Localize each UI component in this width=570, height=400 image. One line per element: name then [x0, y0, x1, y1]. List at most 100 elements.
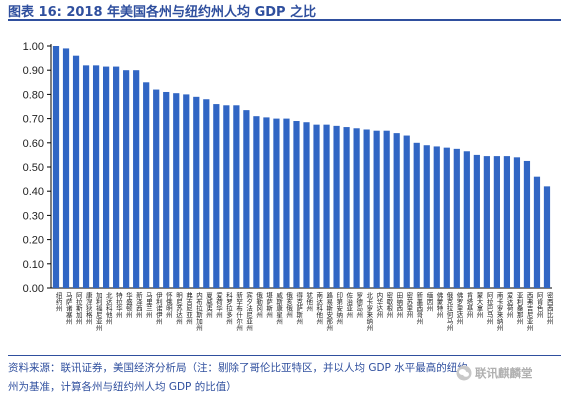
- chart-bars: [52, 46, 551, 289]
- bar: [273, 118, 280, 288]
- x-category-label: 明尼苏达州: [174, 292, 182, 325]
- bar: [343, 127, 350, 288]
- y-tick-label: 0.80: [23, 89, 44, 101]
- x-category-label: 纽约州: [54, 291, 62, 312]
- x-category-label: 亚利桑那州: [515, 292, 523, 325]
- bar: [333, 125, 340, 288]
- y-tick-label: 0.70: [23, 114, 44, 126]
- bar: [473, 154, 480, 288]
- chart-axes: 0.00 0.10 0.20 0.30 0.40 0.50 0.60 0.70 0.80 0.90…: [23, 41, 552, 295]
- bar: [153, 89, 160, 288]
- x-category-label: 威斯康星州: [275, 291, 283, 325]
- bar: [513, 157, 521, 288]
- x-category-label: 伊利诺伊州: [154, 291, 162, 325]
- bar: [543, 186, 551, 288]
- bar: [133, 70, 140, 288]
- x-category-label: 内布拉斯加州: [194, 291, 202, 332]
- x-category-label: 南达科他州: [315, 291, 323, 325]
- x-category-label: 肯塔基州: [465, 291, 473, 319]
- x-category-label: 爱荷华州: [215, 292, 223, 319]
- bar: [393, 133, 400, 288]
- y-tick-label: 1.00: [23, 41, 44, 53]
- y-tick-label: 0.20: [23, 235, 44, 247]
- wechat-icon: [456, 365, 472, 381]
- bar: [223, 105, 230, 288]
- bar: [253, 116, 260, 289]
- title-rule: [8, 19, 561, 21]
- y-tick-label: 0.10: [23, 259, 44, 271]
- source-rule: [8, 355, 561, 356]
- x-category-label: 罗德岛州: [355, 292, 363, 319]
- x-category-label: 康涅狄格州: [84, 291, 92, 325]
- x-category-label: 科罗拉多州: [225, 291, 233, 325]
- x-category-label: 蒙大拿州: [475, 291, 483, 319]
- x-category-label: 犹他州: [305, 291, 313, 312]
- watermark-text: 联讯麒麟堂: [475, 366, 533, 380]
- x-category-label: 俄勒冈州: [255, 291, 263, 319]
- bar: [193, 96, 200, 288]
- bar: [62, 48, 70, 288]
- y-tick-label: 0.30: [23, 210, 44, 222]
- bar: [303, 122, 310, 288]
- x-category-label: 西弗吉尼亚州: [525, 292, 533, 332]
- bar: [433, 146, 440, 288]
- bar: [323, 124, 330, 289]
- bar: [72, 55, 80, 289]
- x-category-label: 缅因州: [425, 291, 433, 312]
- chart-category-labels: 纽约州 马萨诸塞州 阿拉斯加州 康涅狄格州 加利福尼亚州 北达科他州 特拉华州 华盛顿州 新泽西…: [54, 291, 553, 332]
- x-category-label: 夏威夷州: [205, 292, 213, 319]
- bar: [373, 130, 380, 288]
- x-category-label: 南卡罗来纳州: [495, 291, 503, 332]
- x-category-label: 阿肯色州: [535, 291, 543, 319]
- bar: [493, 156, 500, 288]
- bar: [483, 156, 490, 288]
- x-category-label: 内华达州: [375, 291, 383, 319]
- bar: [363, 129, 370, 288]
- x-category-label: 佛蒙特州: [435, 291, 443, 319]
- bar: [183, 94, 190, 289]
- bar-chart: 0.00 0.10 0.20 0.30 0.40 0.50 0.60 0.70 0.80 0.90…: [23, 41, 554, 332]
- x-category-label: 爱达荷州: [505, 292, 513, 319]
- bar: [263, 117, 270, 288]
- bar: [443, 147, 450, 288]
- bar: [52, 46, 60, 288]
- bar: [463, 151, 470, 288]
- bar: [413, 142, 420, 288]
- bar: [173, 93, 180, 288]
- x-category-label: 加利福尼亚州: [94, 291, 102, 332]
- x-category-label: 新墨西哥州: [415, 291, 423, 325]
- bar: [92, 65, 100, 288]
- x-category-label: 弗吉尼亚州: [184, 291, 192, 325]
- bar: [113, 66, 120, 288]
- bar: [103, 66, 110, 288]
- x-category-label: 北达科他州: [104, 292, 112, 325]
- bar: [163, 91, 170, 288]
- x-category-label: 宾夕法尼亚州: [245, 291, 253, 332]
- x-category-label: 密西西比州: [545, 291, 553, 325]
- bar: [353, 128, 360, 288]
- x-category-label: 佐治亚州: [345, 291, 353, 319]
- x-category-label: 新罕布什尔州: [235, 291, 243, 332]
- bar: [123, 70, 130, 288]
- x-category-label: 佛罗里达州: [455, 291, 463, 325]
- bar: [283, 118, 290, 288]
- y-tick-label: 0.90: [23, 65, 44, 77]
- bar: [503, 156, 511, 288]
- x-category-label: 田纳西州: [395, 292, 403, 319]
- bar: [233, 105, 240, 288]
- bar: [82, 65, 90, 288]
- chart-title: 图表 16: 2018 年美国各州与纽约州人均 GDP 之比: [8, 5, 317, 20]
- y-tick-label: 0.50: [23, 162, 44, 174]
- x-category-label: 堪萨斯州: [265, 291, 273, 319]
- bar: [533, 176, 541, 288]
- bar: [243, 110, 250, 288]
- x-category-label: 阿拉斯加州: [74, 291, 82, 325]
- bar: [213, 104, 220, 288]
- x-category-label: 特拉华州: [114, 291, 122, 319]
- bar: [453, 148, 460, 288]
- x-category-label: 北卡罗来纳州: [365, 292, 373, 332]
- x-category-label: 华盛顿州: [124, 291, 132, 319]
- x-category-label: 俄亥俄州: [285, 291, 293, 319]
- x-category-label: 阿拉巴马州: [485, 291, 493, 325]
- x-category-label: 马萨诸塞州: [64, 292, 72, 325]
